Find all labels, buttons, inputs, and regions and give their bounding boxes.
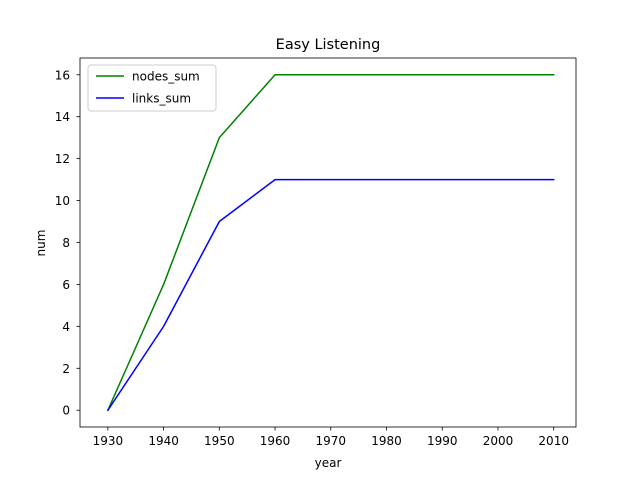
x-tick-label: 2010 [538, 434, 569, 448]
y-tick-label: 8 [62, 236, 70, 250]
y-tick-label: 14 [55, 110, 70, 124]
y-tick-label: 4 [62, 320, 70, 334]
legend-label-links_sum: links_sum [132, 92, 191, 106]
x-tick-label: 1960 [260, 434, 291, 448]
legend: nodes_sum links_sum [87, 64, 217, 112]
chart-title: Easy Listening [276, 37, 381, 53]
y-tick-label: 2 [62, 362, 70, 376]
y-tick-label: 0 [62, 404, 70, 418]
x-tick-label: 2000 [483, 434, 514, 448]
x-tick-label: 1930 [93, 434, 124, 448]
y-tick-label: 6 [62, 278, 70, 292]
x-tick-label: 1940 [148, 434, 179, 448]
series-line-links_sum [106, 178, 555, 412]
x-tick-label: 1980 [371, 434, 402, 448]
x-tick-label: 1970 [316, 434, 347, 448]
x-tick-label: 1950 [204, 434, 235, 448]
axes-frame [79, 57, 577, 428]
y-axis-label: num [34, 230, 48, 257]
y-tick-label: 12 [55, 152, 70, 166]
x-axis-label: year [315, 456, 342, 470]
plot-area: 1930 1940 1950 1960 1970 1980 1990 2000 2010 0 2 4 6… [55, 57, 577, 448]
x-tick-label: 1990 [427, 434, 458, 448]
legend-label-nodes_sum: nodes_sum [132, 70, 200, 84]
series-line-nodes_sum [106, 74, 555, 412]
y-tick-label: 10 [55, 194, 70, 208]
y-tick-label: 16 [55, 68, 70, 82]
